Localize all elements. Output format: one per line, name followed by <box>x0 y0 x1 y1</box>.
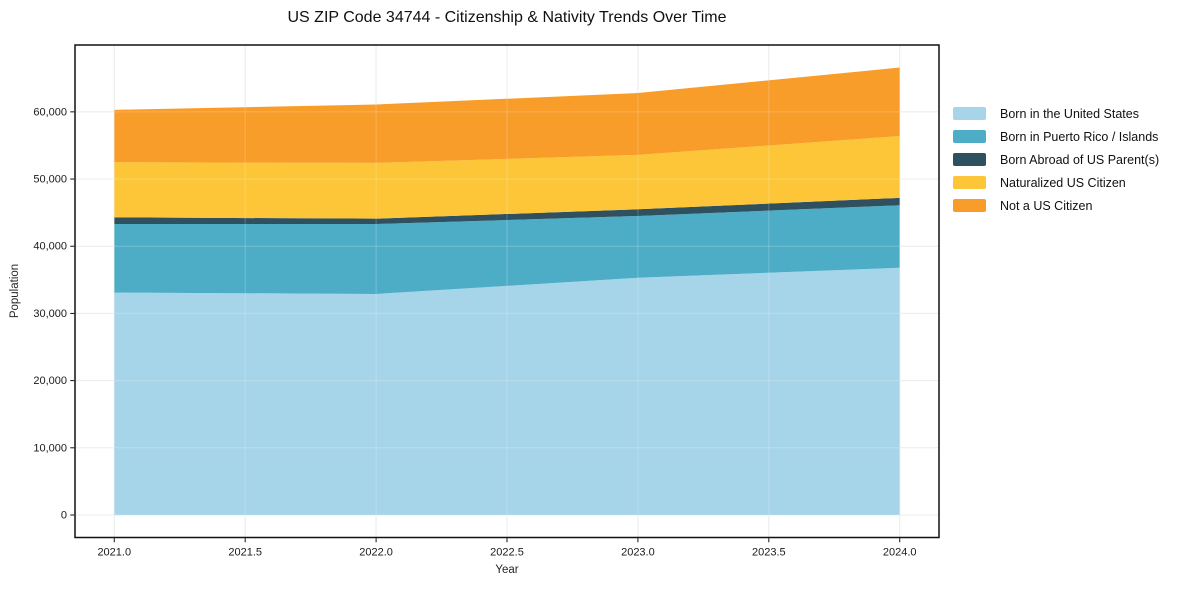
x-tick-label: 2022.5 <box>490 547 524 559</box>
x-tick-label: 2024.0 <box>883 547 917 559</box>
y-tick-label: 50,000 <box>33 174 67 186</box>
x-tick-label: 2023.5 <box>752 547 786 559</box>
area-series-4 <box>114 67 900 163</box>
area-series-1 <box>114 205 900 294</box>
legend-label: Not a US Citizen <box>1000 198 1093 213</box>
y-tick-label: 30,000 <box>33 308 67 320</box>
area-series-2 <box>114 197 900 225</box>
y-tick-label: 10,000 <box>33 442 67 454</box>
y-tick-label: 20,000 <box>33 375 67 387</box>
x-tick-label: 2021.5 <box>228 547 262 559</box>
legend-item: Born Abroad of US Parent(s) <box>953 148 1159 171</box>
legend-swatch <box>953 130 986 143</box>
y-tick-label: 0 <box>61 509 67 521</box>
x-tick-label: 2021.0 <box>97 547 131 559</box>
plot-border <box>74 44 940 539</box>
area-series-3 <box>114 136 900 219</box>
x-tick-label: 2023.0 <box>621 547 655 559</box>
legend-item: Not a US Citizen <box>953 194 1159 217</box>
y-tick-label: 60,000 <box>33 106 67 118</box>
y-tick-label: 40,000 <box>33 241 67 253</box>
y-axis-label: Population <box>9 263 21 319</box>
legend-item: Born in Puerto Rico / Islands <box>953 125 1159 148</box>
legend-item: Born in the United States <box>953 102 1159 125</box>
area-series-group <box>114 67 900 515</box>
area-series-0 <box>114 267 900 515</box>
legend-label: Naturalized US Citizen <box>1000 175 1126 190</box>
legend-swatch <box>953 153 986 166</box>
legend-item: Naturalized US Citizen <box>953 171 1159 194</box>
legend-swatch <box>953 107 986 120</box>
legend-swatch <box>953 199 986 212</box>
legend-swatch <box>953 176 986 189</box>
axis-ticks <box>70 111 901 543</box>
legend-label: Born in Puerto Rico / Islands <box>1000 129 1159 144</box>
chart-title: US ZIP Code 34744 - Citizenship & Nativi… <box>287 9 727 26</box>
legend: Born in the United States Born in Puerto … <box>953 102 1159 217</box>
legend-label: Born in the United States <box>1000 106 1139 121</box>
gridline-overlay <box>75 45 939 538</box>
legend-label: Born Abroad of US Parent(s) <box>1000 152 1160 167</box>
x-axis-label: Year <box>495 564 519 576</box>
x-tick-label: 2022.0 <box>359 547 393 559</box>
tick-labels: 2021.0 2021.5 2022.0 2022.5 2023.0 2023.5 2024… <box>33 106 916 558</box>
